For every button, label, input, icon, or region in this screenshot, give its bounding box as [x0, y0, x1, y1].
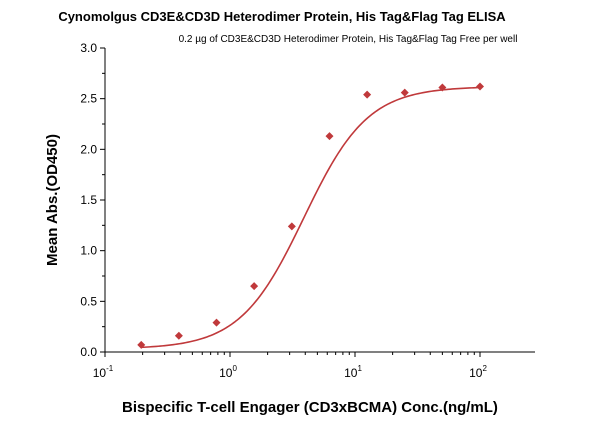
x-tick-exponent: -1 — [106, 364, 114, 373]
data-point — [250, 282, 259, 291]
x-tick-exponent: 2 — [482, 364, 487, 373]
data-point — [174, 331, 183, 340]
x-tick-label: 100 — [219, 364, 237, 380]
y-axis-ticks: 0.0 0.5 1.0 1.5 2.0 2.5 3.0 — [80, 41, 105, 359]
y-tick-label: 0.0 — [80, 345, 97, 359]
y-axis-label: Mean Abs.(OD450) — [44, 134, 61, 266]
x-axis-ticks: 10-1 100 101 102 — [93, 352, 487, 380]
x-tick-base: 10 — [469, 366, 483, 380]
y-tick-label: 1.5 — [80, 193, 97, 207]
x-tick-label: 10-1 — [93, 364, 114, 380]
y-tick-label: 2.5 — [80, 92, 97, 106]
chart-subtitle: 0.2 µg of CD3E&CD3D Heterodimer Protein,… — [179, 34, 518, 45]
x-tick-base: 10 — [93, 366, 107, 380]
x-tick-base: 10 — [344, 366, 358, 380]
data-point — [325, 132, 334, 141]
data-points — [137, 82, 484, 349]
data-point — [400, 88, 409, 97]
fit-curve — [141, 86, 481, 349]
x-tick-exponent: 0 — [232, 364, 237, 373]
y-tick-label: 0.5 — [80, 294, 97, 308]
data-point — [363, 90, 372, 99]
data-point — [476, 82, 484, 91]
y-tick-label: 2.0 — [80, 142, 97, 156]
chart-title: Cynomolgus CD3E&CD3D Heterodimer Protein… — [58, 9, 506, 24]
y-tick-label: 1.0 — [80, 244, 97, 258]
y-tick-label: 3.0 — [80, 41, 97, 55]
data-point — [212, 318, 221, 327]
data-point — [438, 83, 447, 92]
data-point — [287, 222, 296, 231]
x-tick-base: 10 — [219, 366, 233, 380]
x-tick-label: 101 — [344, 364, 362, 380]
x-tick-exponent: 1 — [357, 364, 362, 373]
x-axis-label: Bispecific T-cell Engager (CD3xBCMA) Con… — [122, 399, 498, 416]
data-point — [137, 340, 146, 349]
x-tick-label: 102 — [469, 364, 487, 380]
